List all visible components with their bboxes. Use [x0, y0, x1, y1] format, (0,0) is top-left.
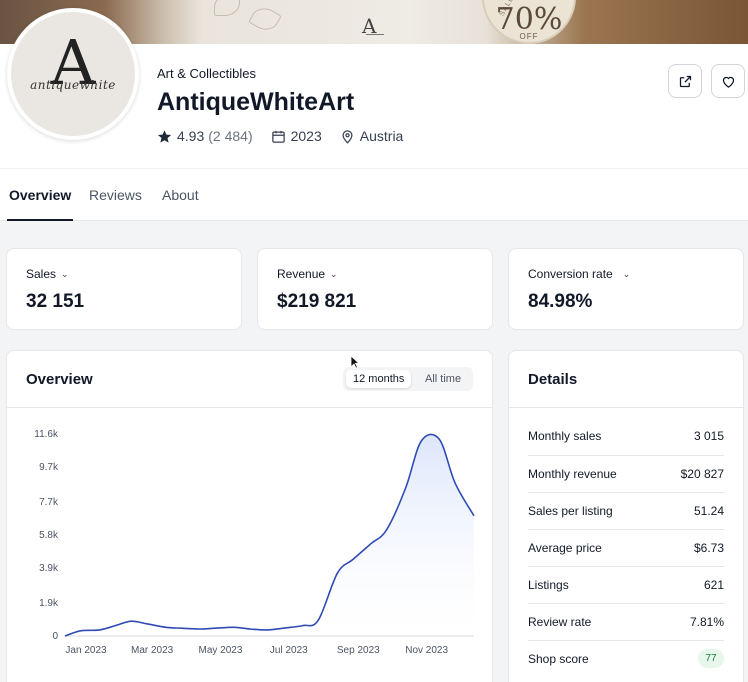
- detail-row-monthly-sales: Monthly sales 3 015: [528, 429, 724, 443]
- avatar-letter: A: [50, 26, 96, 99]
- x-tick-label: Mar 2023: [131, 645, 174, 656]
- detail-row-review-rate: Review rate 7.81%: [528, 603, 724, 640]
- overview-card: Overview 12 months All time 11.6k 9.7k 7.7…: [6, 350, 493, 682]
- location-pin-icon: [342, 129, 353, 144]
- y-tick-label: 9.7k: [39, 462, 59, 473]
- detail-row-average-price: Average price $6.73: [528, 529, 724, 566]
- stat-value-sales: 32 151: [26, 291, 85, 312]
- stat-card-sales: Sales ⌄ 32 151: [6, 248, 242, 330]
- x-tick-label: Jan 2023: [65, 645, 107, 656]
- overview-title: Overview: [26, 371, 93, 388]
- active-tab-indicator: [7, 219, 73, 221]
- tab-reviews[interactable]: Reviews: [89, 187, 142, 203]
- heart-icon: [722, 76, 734, 88]
- shop-meta: 4.93 (2 484) 2023 Austria: [157, 128, 421, 144]
- details-title: Details: [528, 371, 578, 388]
- overview-chart: 11.6k 9.7k 7.7k 5.8k 3.9k 1.9k 0 Jan 2023 Mar 2…: [34, 429, 475, 656]
- x-tick-label: Nov 2023: [405, 645, 448, 656]
- avatar-script-text: antiquewhite: [30, 78, 116, 92]
- period-toggle: 12 months All time: [343, 367, 473, 391]
- y-tick-label: 11.6k: [34, 429, 59, 440]
- toggle-12-months[interactable]: 12 months: [346, 370, 412, 388]
- stat-card-revenue: Revenue ⌄ $219 821: [257, 248, 493, 330]
- calendar-icon: [271, 130, 285, 143]
- country-value: Austria: [359, 128, 404, 144]
- shop-category[interactable]: Art & Collectibles: [157, 66, 256, 81]
- shop-avatar: A antiquewhite: [7, 8, 139, 140]
- y-tick-label: 7.7k: [39, 497, 59, 508]
- shop-rating: 4.93 (2 484): [157, 128, 253, 144]
- banner-logo-mark: A: [362, 14, 377, 38]
- leaf-decoration: [214, 0, 240, 16]
- chevron-down-icon: ⌄: [622, 268, 631, 279]
- shop-year: 2023: [271, 128, 322, 144]
- stat-value-revenue: $219 821: [277, 291, 357, 312]
- sale-off-text: OFF: [519, 32, 539, 41]
- toggle-all-time[interactable]: All time: [425, 373, 462, 385]
- details-card: Details Monthly sales 3 015 Monthly reven…: [508, 350, 744, 682]
- x-tick-label: Sep 2023: [337, 645, 380, 656]
- leaf-decoration: [248, 2, 282, 36]
- chevron-down-icon: ⌄: [330, 268, 338, 279]
- y-tick-label: 3.9k: [39, 563, 59, 574]
- external-link-icon: [679, 75, 691, 87]
- rating-value: 4.93: [177, 128, 205, 144]
- stat-card-conversion: Conversion rate ⌄ 84.98%: [508, 248, 744, 330]
- stat-label-conversion[interactable]: Conversion rate ⌄: [528, 267, 631, 281]
- detail-row-shop-score: Shop score 77: [528, 640, 724, 677]
- mouse-cursor-icon: [350, 355, 360, 369]
- y-tick-label: 5.8k: [39, 530, 59, 541]
- shop-location: Austria: [340, 128, 404, 144]
- open-external-button[interactable]: [668, 64, 702, 98]
- y-tick-label: 1.9k: [39, 598, 59, 609]
- detail-row-sales-per-listing: Sales per listing 51.24: [528, 492, 724, 529]
- chevron-down-icon: ⌄: [61, 268, 69, 279]
- stat-label-sales[interactable]: Sales ⌄: [26, 267, 69, 281]
- sale-percent: 70%: [495, 2, 563, 37]
- stat-value-conversion: 84.98%: [528, 291, 593, 312]
- year-value: 2023: [290, 128, 322, 144]
- chart-line: [64, 433, 475, 637]
- shop-score-badge: 77: [698, 649, 724, 668]
- favorite-button[interactable]: [711, 64, 745, 98]
- chart-area: [65, 434, 474, 636]
- detail-row-listings: Listings 621: [528, 566, 724, 603]
- stat-label-revenue[interactable]: Revenue ⌄: [277, 267, 338, 281]
- detail-row-monthly-revenue: Monthly revenue $20 827: [528, 455, 724, 492]
- tab-about[interactable]: About: [162, 187, 199, 203]
- x-tick-label: Jul 2023: [270, 645, 308, 656]
- x-tick-label: May 2023: [199, 645, 243, 656]
- tab-overview[interactable]: Overview: [9, 187, 72, 203]
- shop-tabs: Overview Reviews About: [0, 168, 748, 221]
- sale-badge: SALE SALE 70% OFF: [482, 0, 576, 44]
- star-icon: [157, 129, 172, 143]
- y-tick-label: 0: [52, 631, 58, 642]
- shop-name: AntiqueWhiteArt: [157, 88, 355, 116]
- reviews-count: (2 484): [208, 128, 253, 144]
